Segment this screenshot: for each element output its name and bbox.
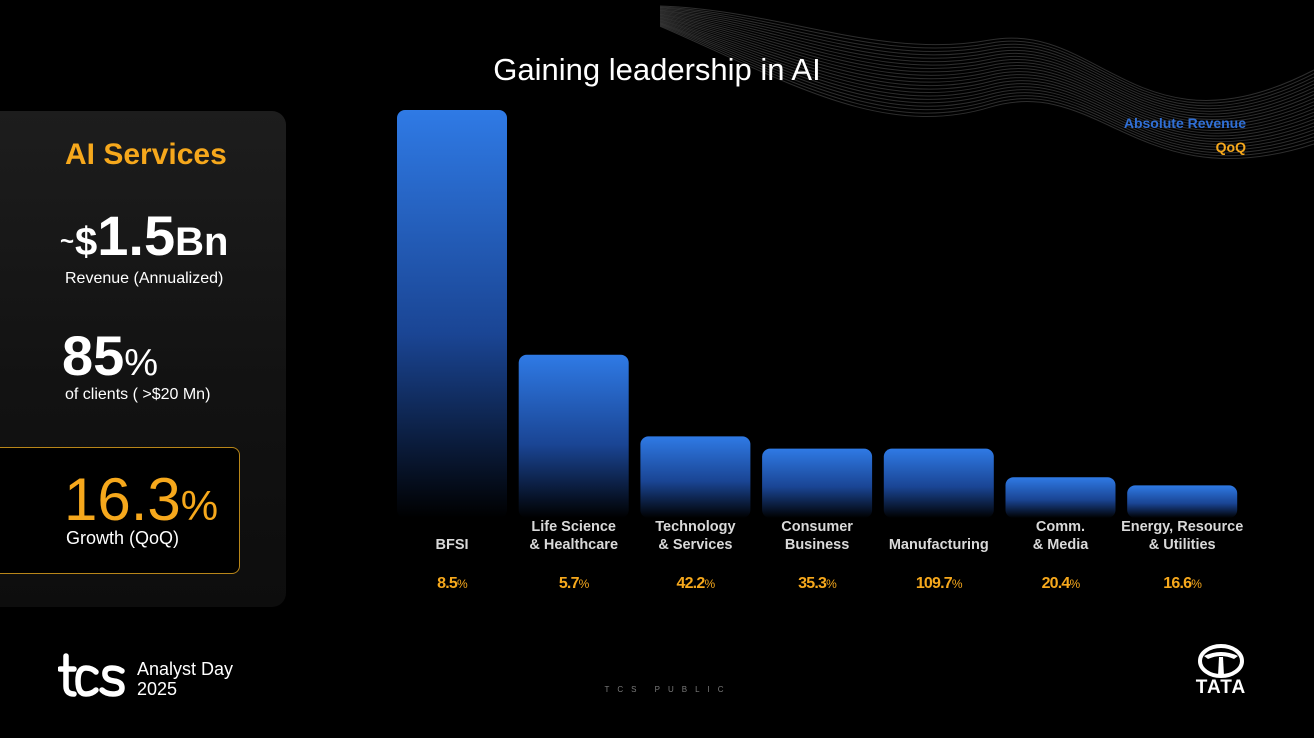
footer-event-year: 2025 [137,679,178,699]
category-label: Consumer [781,519,853,535]
tata-emblem-icon [1198,644,1244,678]
category-label: Technology [655,519,735,535]
wave-line [660,25,1314,160]
wave-line [660,6,1314,104]
wave-line [660,14,1314,126]
wave-line [660,11,1314,118]
category-label: BFSI [435,537,468,553]
legend-absolute-revenue: Absolute Revenue [1123,115,1246,131]
clients-label: of clients ( >$20 Mn) [65,386,211,403]
wave-line [660,8,1314,110]
clients-value: 85 [62,324,125,387]
category-label: Comm. [1036,519,1085,535]
bar [762,448,873,518]
revenue-tilde: ~ [60,228,75,255]
wave-line [660,21,1314,148]
revenue-currency: $ [75,220,98,264]
wave-line [660,22,1314,151]
category-label: Business [785,537,849,553]
qoq-label: 16.6% [1163,575,1202,592]
decorative-wave-lines [660,5,1314,160]
wave-line [660,5,1314,101]
clients-kpi: 85% [62,328,158,384]
wave-line [660,20,1314,145]
growth-percent: % [180,482,219,529]
classification-label: TCS PUBLIC [604,685,732,694]
legend-qoq: QoQ [1215,139,1246,155]
wave-line [660,16,1314,131]
chart-legend: Absolute Revenue QoQ [1124,111,1246,159]
revenue-value: 1.5 [97,204,176,267]
category-label: & Services [658,537,732,553]
category-label: Energy, Resource [1121,519,1243,535]
clients-percent: % [124,342,159,384]
category-label: & Media [1033,537,1090,553]
page-title: Gaining leadership in AI [493,52,821,87]
footer-event: Analyst Day 2025 [137,659,233,699]
tata-wordmark: TATA [1195,677,1247,698]
wave-line [660,24,1314,157]
wave-line [660,12,1314,121]
category-label: & Healthcare [529,537,618,553]
panel-heading: AI Services [65,138,227,171]
bar [1005,477,1116,518]
footer-event-name: Analyst Day [137,659,234,679]
qoq-label: 35.3% [798,575,837,592]
wave-line [660,10,1314,115]
wave-line [660,18,1314,140]
qoq-label: 42.2% [676,575,715,592]
bar [883,448,994,518]
category-label: Manufacturing [889,537,989,553]
growth-label: Growth (QoQ) [66,528,180,548]
wave-line [660,13,1314,123]
revenue-bar-chart: BFSI 8.5% Life Science & Healthcare 5.7% Tech… [397,110,1243,592]
qoq-label: 5.7% [559,575,590,592]
qoq-label: 109.7% [916,575,963,592]
wave-line [660,19,1314,143]
category-label: Life Science [531,519,616,535]
tcs-logo-icon [58,653,125,697]
wave-line [660,15,1314,129]
bar [640,436,751,518]
bar [397,110,507,518]
bar [1127,485,1238,518]
growth-highlight-box [0,447,240,574]
revenue-label: Revenue (Annualized) [65,270,224,287]
wave-line [660,17,1314,137]
wave-line [660,9,1314,112]
category-label: & Utilities [1149,537,1216,553]
qoq-label: 8.5% [437,575,468,592]
growth-value: 16.3 [64,466,181,533]
revenue-kpi: ~$1.5Bn [60,208,228,264]
wave-line [660,7,1314,107]
qoq-label: 20.4% [1042,575,1081,592]
revenue-unit: Bn [175,220,229,264]
growth-kpi: 16.3% [64,470,218,530]
wave-line [660,23,1314,154]
wave-line [660,17,1314,134]
bar [518,354,629,518]
